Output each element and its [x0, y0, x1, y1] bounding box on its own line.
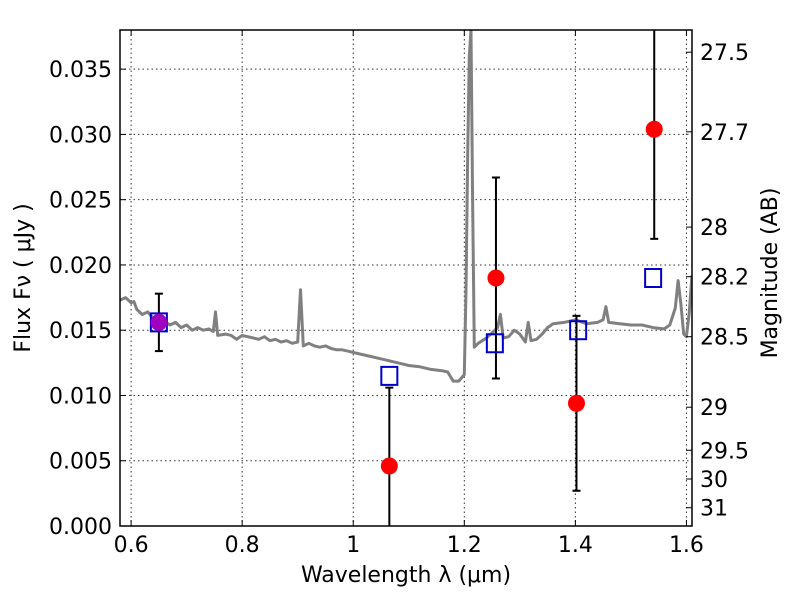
magnitude-tick-label: 28: [700, 216, 728, 241]
magnitude-tick-label: 28.2: [700, 266, 749, 291]
observed-point: [645, 120, 663, 138]
y-tick-label: 0.020: [49, 254, 112, 279]
model-square: [380, 365, 399, 386]
observed-photometry: [150, 120, 663, 475]
y-tick-label: 0.030: [49, 123, 112, 148]
magnitude-tick-label: 29.5: [700, 439, 749, 464]
y-tick-label: 0.015: [49, 319, 112, 344]
model-square: [644, 268, 663, 288]
grid: [120, 30, 692, 527]
observed-point: [150, 313, 168, 331]
x-tick-label: 1.4: [558, 533, 593, 558]
y-axis-label: Flux Fν ( μJy ): [11, 203, 36, 352]
magnitude-axis: 27.5 27.7 28 28.2 28.5 29 29.5 30 31: [686, 41, 749, 522]
observed-point: [380, 457, 398, 475]
magnitude-tick-label: 27.5: [700, 41, 749, 66]
errorbars: [154, 30, 659, 526]
magnitude-tick-label: 28.5: [700, 326, 749, 351]
magnitude-tick-label: 27.7: [700, 121, 749, 146]
x-tick-label: 1.2: [447, 533, 482, 558]
observed-point: [567, 394, 585, 412]
y-tick-label: 0.000: [49, 515, 112, 540]
model-square: [485, 333, 504, 354]
y-tick-label: 0.025: [49, 189, 112, 214]
plot-frame: [119, 29, 693, 527]
y-tick-label: 0.005: [49, 450, 112, 475]
x-tick-label: 0.8: [225, 533, 260, 558]
y-tick-label: 0.010: [49, 384, 112, 409]
x-axis-label: Wavelength λ (μm): [301, 563, 511, 588]
magnitude-axis-label: Magnitude (AB): [758, 188, 783, 359]
model-square: [569, 320, 588, 341]
model-photometry: [149, 268, 663, 386]
observed-point: [487, 269, 505, 287]
sed-series: [120, 30, 692, 383]
magnitude-tick-label: 29: [700, 396, 728, 421]
x-tick-label: 1: [346, 533, 360, 558]
x-tick-label: 0.6: [114, 533, 149, 558]
x-tick-label: 1.6: [669, 533, 704, 558]
magnitude-tick-label: 30: [700, 468, 728, 493]
x-axis: 0.6 0.8 1 1.2 1.4 1.6: [114, 30, 704, 558]
sed-line: [120, 30, 692, 383]
y-axis: 0.000 0.005 0.010 0.015 0.020 0.025 0.030 0.035: [49, 58, 126, 540]
magnitude-tick-label: 31: [700, 497, 728, 522]
y-tick-label: 0.035: [49, 58, 112, 83]
